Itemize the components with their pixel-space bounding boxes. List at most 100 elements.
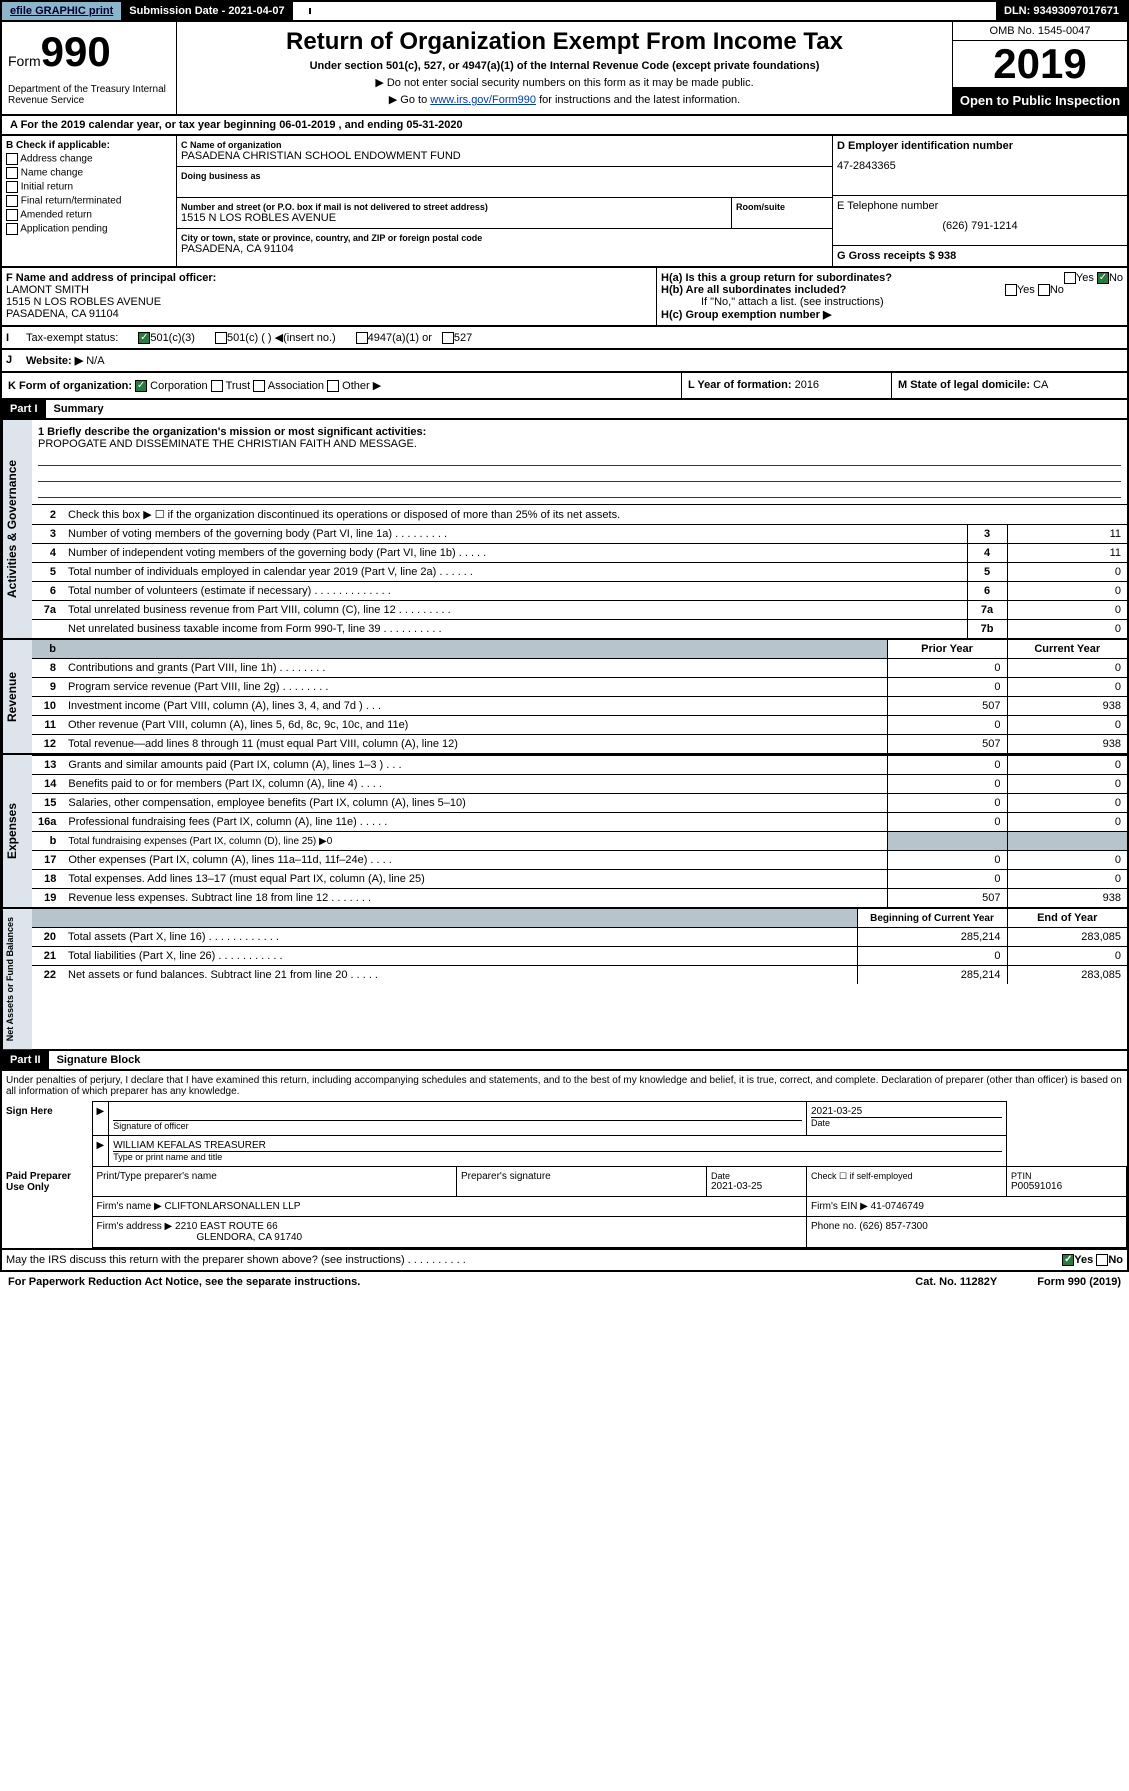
cb-discuss-yes[interactable]: ✓ bbox=[1062, 1254, 1074, 1266]
city: PASADENA, CA 91104 bbox=[181, 243, 828, 255]
line7a-val: 0 bbox=[1007, 601, 1127, 620]
form-number: Form990 bbox=[8, 28, 170, 76]
line4-val: 11 bbox=[1007, 544, 1127, 563]
officer-name: LAMONT SMITH bbox=[6, 284, 652, 296]
q1-label: 1 Briefly describe the organization's mi… bbox=[38, 426, 1121, 438]
line18-text: Total expenses. Add lines 13–17 (must eq… bbox=[62, 870, 887, 889]
cb-4947[interactable] bbox=[356, 332, 368, 344]
receipts-label: G Gross receipts $ bbox=[837, 250, 935, 262]
cb-other[interactable] bbox=[327, 380, 339, 392]
firm-name: CLIFTONLARSONALLEN LLP bbox=[164, 1201, 300, 1212]
street-label: Number and street (or P.O. box if mail i… bbox=[181, 202, 727, 212]
paid-prep-label: Paid Preparer Use Only bbox=[2, 1167, 92, 1248]
officer-label: F Name and address of principal officer: bbox=[6, 272, 652, 284]
vtab-expenses: Expenses bbox=[2, 755, 32, 907]
checkbox-column: B Check if applicable: Address change Na… bbox=[2, 136, 177, 266]
netassets-section: Net Assets or Fund Balances Beginning of… bbox=[0, 909, 1129, 1051]
line4-text: Number of independent voting members of … bbox=[62, 544, 967, 563]
org-name: PASADENA CHRISTIAN SCHOOL ENDOWMENT FUND bbox=[181, 150, 828, 162]
officer-addr2: PASADENA, CA 91104 bbox=[6, 308, 652, 320]
cb-initial[interactable]: Initial return bbox=[6, 181, 172, 193]
dba-label: Doing business as bbox=[181, 171, 828, 181]
vtab-governance: Activities & Governance bbox=[2, 420, 32, 638]
cb-final[interactable]: Final return/terminated bbox=[6, 195, 172, 207]
col-end: End of Year bbox=[1007, 909, 1127, 928]
line22-text: Net assets or fund balances. Subtract li… bbox=[62, 966, 857, 985]
q1-text: PROPOGATE AND DISSEMINATE THE CHRISTIAN … bbox=[38, 438, 1121, 450]
entity-section: B Check if applicable: Address change Na… bbox=[0, 136, 1129, 268]
line5-text: Total number of individuals employed in … bbox=[62, 563, 967, 582]
line7a-text: Total unrelated business revenue from Pa… bbox=[62, 601, 967, 620]
cb-amended[interactable]: Amended return bbox=[6, 209, 172, 221]
tax-status-row: I Tax-exempt status: ✓ 501(c)(3) 501(c) … bbox=[0, 327, 1129, 350]
cb-address[interactable]: Address change bbox=[6, 153, 172, 165]
perjury-text: Under penalties of perjury, I declare th… bbox=[2, 1071, 1127, 1101]
line9-text: Program service revenue (Part VIII, line… bbox=[62, 678, 887, 697]
phone-value: (626) 791-1214 bbox=[837, 220, 1123, 232]
line8-text: Contributions and grants (Part VIII, lin… bbox=[62, 659, 887, 678]
header-bar: efile GRAPHIC print Submission Date - 20… bbox=[0, 0, 1129, 20]
group-ha: H(a) Is this a group return for subordin… bbox=[661, 272, 1123, 284]
ein-label: D Employer identification number bbox=[837, 140, 1123, 152]
officer-section: F Name and address of principal officer:… bbox=[0, 268, 1129, 327]
line6-val: 0 bbox=[1007, 582, 1127, 601]
cb-501c3[interactable]: ✓ bbox=[138, 332, 150, 344]
part2-title: Signature Block bbox=[49, 1051, 149, 1069]
sign-here-label: Sign Here bbox=[2, 1102, 92, 1167]
dept-treasury: Department of the Treasury Internal Reve… bbox=[8, 84, 170, 106]
open-public-badge: Open to Public Inspection bbox=[953, 87, 1127, 114]
footer: For Paperwork Reduction Act Notice, see … bbox=[0, 1272, 1129, 1292]
cb-assoc[interactable] bbox=[253, 380, 265, 392]
org-name-label: C Name of organization bbox=[181, 140, 828, 150]
line16b-text: Total fundraising expenses (Part IX, col… bbox=[62, 832, 887, 851]
line10-text: Investment income (Part VIII, column (A)… bbox=[62, 697, 887, 716]
vtab-netassets: Net Assets or Fund Balances bbox=[2, 909, 32, 1049]
part1-header: Part I bbox=[2, 400, 46, 418]
line17-text: Other expenses (Part IX, column (A), lin… bbox=[62, 851, 887, 870]
signature-section: Under penalties of perjury, I declare th… bbox=[0, 1071, 1129, 1250]
officer-addr1: 1515 N LOS ROBLES AVENUE bbox=[6, 296, 652, 308]
phone-label: E Telephone number bbox=[837, 200, 1123, 212]
ein-value: 47-2843365 bbox=[837, 160, 1123, 172]
cb-pending[interactable]: Application pending bbox=[6, 223, 172, 235]
expenses-section: Expenses 13Grants and similar amounts pa… bbox=[0, 755, 1129, 909]
line3-text: Number of voting members of the governin… bbox=[62, 525, 967, 544]
line12-text: Total revenue—add lines 8 through 11 (mu… bbox=[62, 735, 887, 754]
cb-trust[interactable] bbox=[211, 380, 223, 392]
notice-ssn: ▶ Do not enter social security numbers o… bbox=[183, 76, 946, 89]
cb-corp[interactable]: ✓ bbox=[135, 380, 147, 392]
room-label: Room/suite bbox=[736, 202, 828, 212]
notice-link: ▶ Go to www.irs.gov/Form990 for instruct… bbox=[183, 93, 946, 106]
part1-title: Summary bbox=[46, 400, 112, 418]
website-row: J Website: ▶ N/A bbox=[0, 350, 1129, 373]
line19-text: Revenue less expenses. Subtract line 18 … bbox=[62, 889, 887, 908]
tax-period: A For the 2019 calendar year, or tax yea… bbox=[0, 116, 1129, 136]
submission-date: Submission Date - 2021-04-07 bbox=[121, 2, 292, 20]
cb-discuss-no[interactable] bbox=[1096, 1254, 1108, 1266]
line6-text: Total number of volunteers (estimate if … bbox=[62, 582, 967, 601]
col-prior: Prior Year bbox=[887, 640, 1007, 659]
line3-val: 11 bbox=[1007, 525, 1127, 544]
omb-number: OMB No. 1545-0047 bbox=[953, 22, 1127, 41]
line14-text: Benefits paid to or for members (Part IX… bbox=[62, 775, 887, 794]
sub-date-spacer bbox=[293, 8, 311, 14]
line21-text: Total liabilities (Part X, line 26) . . … bbox=[62, 947, 857, 966]
form-subtitle: Under section 501(c), 527, or 4947(a)(1)… bbox=[183, 60, 946, 72]
signer-name: WILLIAM KEFALAS TREASURER bbox=[113, 1140, 1002, 1151]
irs-link[interactable]: www.irs.gov/Form990 bbox=[430, 94, 536, 106]
form-title: Return of Organization Exempt From Incom… bbox=[183, 28, 946, 56]
line15-text: Salaries, other compensation, employee b… bbox=[62, 794, 887, 813]
revenue-section: Revenue bPrior YearCurrent Year 8Contrib… bbox=[0, 640, 1129, 755]
line5-val: 0 bbox=[1007, 563, 1127, 582]
line2: Check this box ▶ ☐ if the organization d… bbox=[62, 505, 1127, 525]
dln: DLN: 93493097017671 bbox=[996, 2, 1127, 20]
cb-name[interactable]: Name change bbox=[6, 167, 172, 179]
line7b-val: 0 bbox=[1007, 620, 1127, 639]
efile-link[interactable]: efile GRAPHIC print bbox=[2, 2, 121, 20]
form-header: Form990 Department of the Treasury Inter… bbox=[0, 20, 1129, 116]
group-hc: H(c) Group exemption number ▶ bbox=[661, 308, 1123, 321]
cb-501c[interactable] bbox=[215, 332, 227, 344]
line13-text: Grants and similar amounts paid (Part IX… bbox=[62, 756, 887, 775]
line7b-text: Net unrelated business taxable income fr… bbox=[62, 620, 967, 639]
cb-527[interactable] bbox=[442, 332, 454, 344]
